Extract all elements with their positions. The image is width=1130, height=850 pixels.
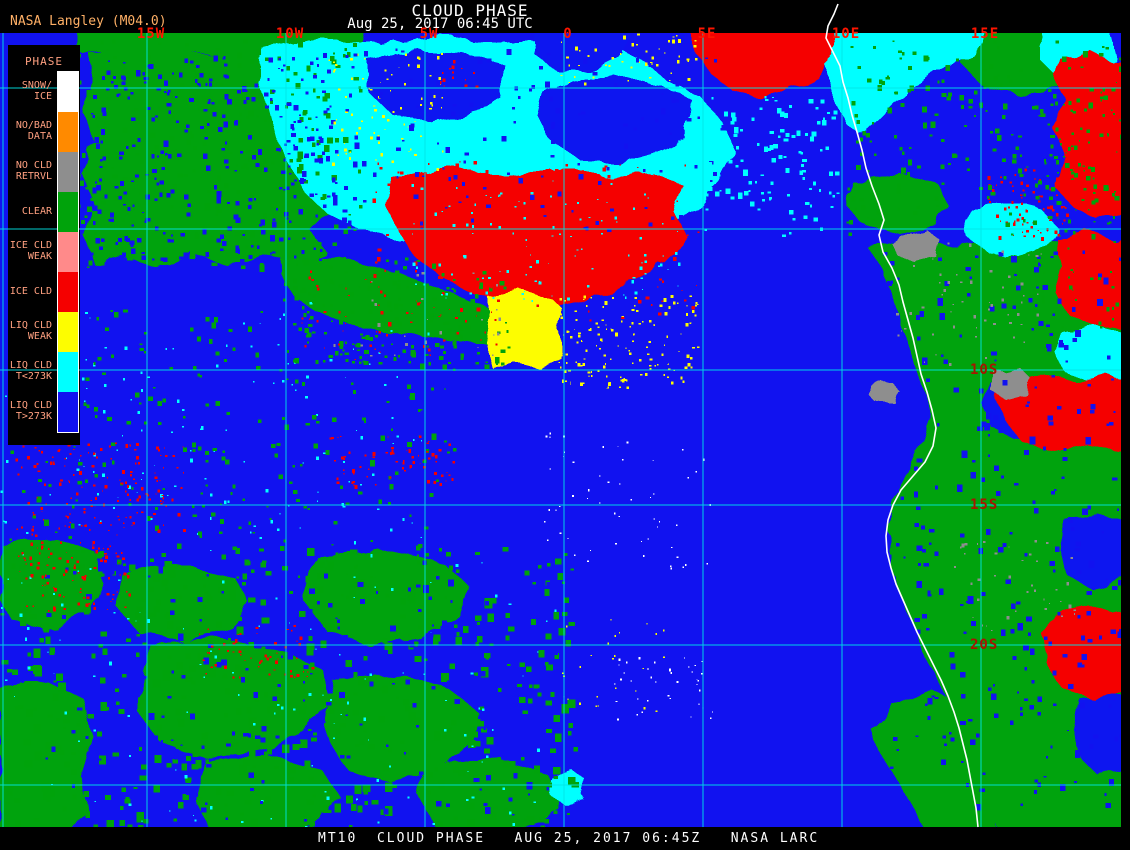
right-border [1121,0,1130,850]
ice-cloud-regions [386,33,1121,698]
footer-bar [0,827,1130,850]
legend-backing [8,45,80,445]
coastline-path [825,3,979,828]
graticule-lines [0,33,1121,827]
header-bar [0,0,1130,33]
no-retrieval-regions [868,228,1030,403]
pixel-speckle-texture [0,33,1121,827]
